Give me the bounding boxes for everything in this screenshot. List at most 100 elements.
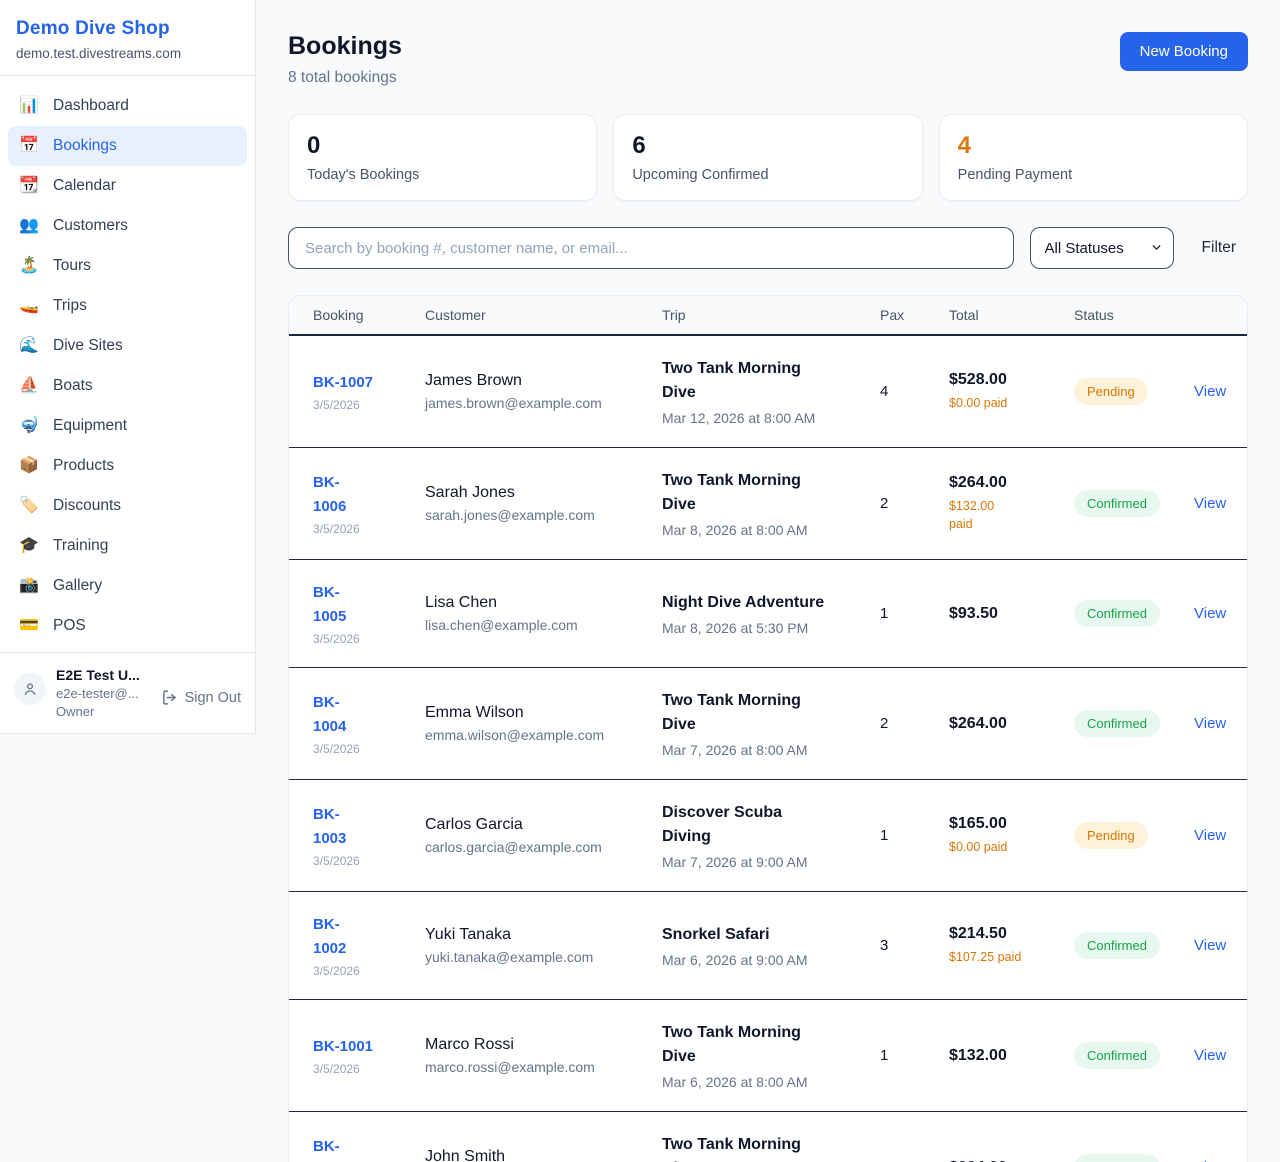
booking-id-link[interactable]: BK- 1002 bbox=[313, 916, 347, 957]
user-name: E2E Test U... bbox=[56, 667, 140, 683]
status-select[interactable]: All Statuses bbox=[1029, 227, 1174, 269]
table-row: BK-1001 3/5/2026 Marco Rossi marco.rossi… bbox=[289, 1000, 1247, 1112]
trip-cell: Two Tank Morning Dive Mar 12, 2026 at 8:… bbox=[662, 357, 880, 426]
booking-id-link[interactable]: BK- 1004 bbox=[313, 694, 347, 735]
new-booking-button[interactable]: New Booking bbox=[1119, 32, 1248, 71]
brand-block: Demo Dive Shop demo.test.divestreams.com bbox=[0, 0, 255, 76]
package-icon: 📦 bbox=[19, 457, 39, 474]
view-link[interactable]: View bbox=[1194, 827, 1227, 844]
status-cell: Confirmed bbox=[1074, 1154, 1194, 1162]
pax-cell: 2 bbox=[880, 495, 889, 512]
sidebar-item-trips[interactable]: 🚤 Trips bbox=[8, 286, 247, 326]
sidebar-item-dive-sites[interactable]: 🌊 Dive Sites bbox=[8, 326, 247, 366]
sidebar-item-label: POS bbox=[53, 617, 86, 634]
view-link[interactable]: View bbox=[1194, 937, 1227, 954]
calendar-date-icon: 📅 bbox=[19, 137, 39, 154]
stat-label: Upcoming Confirmed bbox=[632, 167, 769, 183]
customer-name: Emma Wilson bbox=[425, 704, 524, 721]
booking-date: 3/5/2026 bbox=[313, 854, 360, 868]
sidebar-item-customers[interactable]: 👥 Customers bbox=[8, 206, 247, 246]
pax-cell: 4 bbox=[880, 383, 889, 400]
booking-cell: BK-1007 3/5/2026 bbox=[289, 371, 425, 412]
bar-chart-icon: 📊 bbox=[19, 97, 39, 114]
pax-cell: 3 bbox=[880, 937, 889, 954]
view-link[interactable]: View bbox=[1194, 715, 1227, 732]
trip-cell: Two Tank Morning Dive Mar 6, 2026 at 8:0… bbox=[662, 1133, 880, 1162]
trip-date: Mar 7, 2026 at 8:00 AM bbox=[662, 742, 808, 758]
booking-date: 3/5/2026 bbox=[313, 742, 360, 756]
brand-name: Demo Dive Shop bbox=[16, 18, 170, 39]
sign-out-label: Sign Out bbox=[184, 689, 241, 706]
booking-id-link[interactable]: BK- 1006 bbox=[313, 474, 347, 515]
status-cell: Pending bbox=[1074, 378, 1194, 405]
sidebar-item-discounts[interactable]: 🏷️ Discounts bbox=[8, 486, 247, 526]
trip-name: Two Tank Morning Dive bbox=[662, 1024, 801, 1065]
status-badge: Pending bbox=[1074, 378, 1148, 405]
column-header-booking: Booking bbox=[313, 307, 364, 323]
total-cell: $214.50 $107.25 paid bbox=[949, 925, 1074, 966]
table-row: BK- 1006 3/5/2026 Sarah Jones sarah.jone… bbox=[289, 448, 1247, 560]
page-subtitle: 8 total bookings bbox=[288, 69, 397, 86]
user-role: Owner bbox=[56, 704, 95, 719]
customer-email: james.brown@example.com bbox=[425, 395, 602, 411]
sidebar-item-calendar[interactable]: 📆 Calendar bbox=[8, 166, 247, 206]
sidebar-nav: 📊 Dashboard 📅 Bookings 📆 Calendar 👥 Cust… bbox=[0, 76, 255, 652]
sailboat-icon: ⛵ bbox=[19, 377, 39, 394]
booking-id-link[interactable]: BK-1001 bbox=[313, 1038, 374, 1055]
view-link[interactable]: View bbox=[1194, 1047, 1227, 1064]
avatar bbox=[14, 673, 46, 705]
status-badge: Pending bbox=[1074, 822, 1148, 849]
total-amount: $264.00 bbox=[949, 473, 1007, 491]
sidebar-item-training[interactable]: 🎓 Training bbox=[8, 526, 247, 566]
page-header: Bookings 8 total bookings New Booking bbox=[288, 32, 1248, 87]
sidebar-item-equipment[interactable]: 🤿 Equipment bbox=[8, 406, 247, 446]
view-link[interactable]: View bbox=[1194, 605, 1227, 622]
filter-button[interactable]: Filter bbox=[1201, 239, 1236, 256]
trip-date: Mar 6, 2026 at 9:00 AM bbox=[662, 952, 808, 968]
stat-card: 6 Upcoming Confirmed bbox=[613, 114, 923, 201]
booking-id-link[interactable]: BK- 1005 bbox=[313, 584, 347, 625]
status-cell: Confirmed bbox=[1074, 490, 1194, 517]
table-row: BK- 1000 3/5/2026 John Smith john.smith@… bbox=[289, 1112, 1247, 1162]
view-link[interactable]: View bbox=[1194, 1159, 1247, 1162]
total-cell: $132.00 bbox=[949, 1047, 1074, 1065]
sidebar-item-label: Bookings bbox=[53, 137, 117, 154]
trip-date: Mar 8, 2026 at 5:30 PM bbox=[662, 620, 809, 636]
table-row: BK- 1005 3/5/2026 Lisa Chen lisa.chen@ex… bbox=[289, 560, 1247, 668]
sidebar-item-dashboard[interactable]: 📊 Dashboard bbox=[8, 86, 247, 126]
table-row: BK- 1002 3/5/2026 Yuki Tanaka yuki.tanak… bbox=[289, 892, 1247, 1000]
sidebar-item-bookings[interactable]: 📅 Bookings bbox=[8, 126, 247, 166]
trip-name: Snorkel Safari bbox=[662, 926, 770, 943]
sign-out-button[interactable]: Sign Out bbox=[161, 689, 241, 706]
view-link[interactable]: View bbox=[1194, 383, 1227, 400]
sidebar-item-boats[interactable]: ⛵ Boats bbox=[8, 366, 247, 406]
column-header-customer: Customer bbox=[425, 307, 486, 323]
trip-name: Night Dive Adventure bbox=[662, 594, 825, 611]
booking-id-link[interactable]: BK-1007 bbox=[313, 374, 374, 391]
status-select-wrap: All Statuses bbox=[1029, 227, 1174, 269]
trip-date: Mar 12, 2026 at 8:00 AM bbox=[662, 410, 816, 426]
booking-cell: BK-1001 3/5/2026 bbox=[289, 1035, 425, 1076]
booking-id-link[interactable]: BK- 1000 bbox=[313, 1138, 340, 1155]
trip-cell: Two Tank Morning Dive Mar 7, 2026 at 8:0… bbox=[662, 689, 880, 758]
booking-id-link[interactable]: BK- 1003 bbox=[313, 806, 347, 847]
total-amount: $528.00 bbox=[949, 370, 1007, 388]
trip-name: Two Tank Morning Dive bbox=[662, 360, 801, 401]
view-link[interactable]: View bbox=[1194, 495, 1227, 512]
total-amount: $93.50 bbox=[949, 604, 998, 622]
sidebar-item-label: Gallery bbox=[53, 577, 103, 594]
sidebar-item-pos[interactable]: 💳 POS bbox=[8, 606, 247, 646]
user-icon bbox=[24, 683, 36, 695]
sidebar-item-tours[interactable]: 🏝️ Tours bbox=[8, 246, 247, 286]
trip-name: Two Tank Morning Dive bbox=[662, 472, 801, 513]
diving-mask-icon: 🤿 bbox=[19, 417, 39, 434]
sidebar-item-products[interactable]: 📦 Products bbox=[8, 446, 247, 486]
tag-icon: 🏷️ bbox=[19, 497, 39, 514]
customer-name: Sarah Jones bbox=[425, 484, 515, 501]
status-badge: Confirmed bbox=[1074, 490, 1160, 517]
pax-cell: 2 bbox=[880, 715, 889, 732]
paid-amount: $0.00 paid bbox=[949, 395, 1008, 410]
trip-name: Discover Scuba Diving bbox=[662, 804, 783, 845]
sidebar-item-gallery[interactable]: 📸 Gallery bbox=[8, 566, 247, 606]
search-input[interactable] bbox=[288, 227, 1014, 269]
